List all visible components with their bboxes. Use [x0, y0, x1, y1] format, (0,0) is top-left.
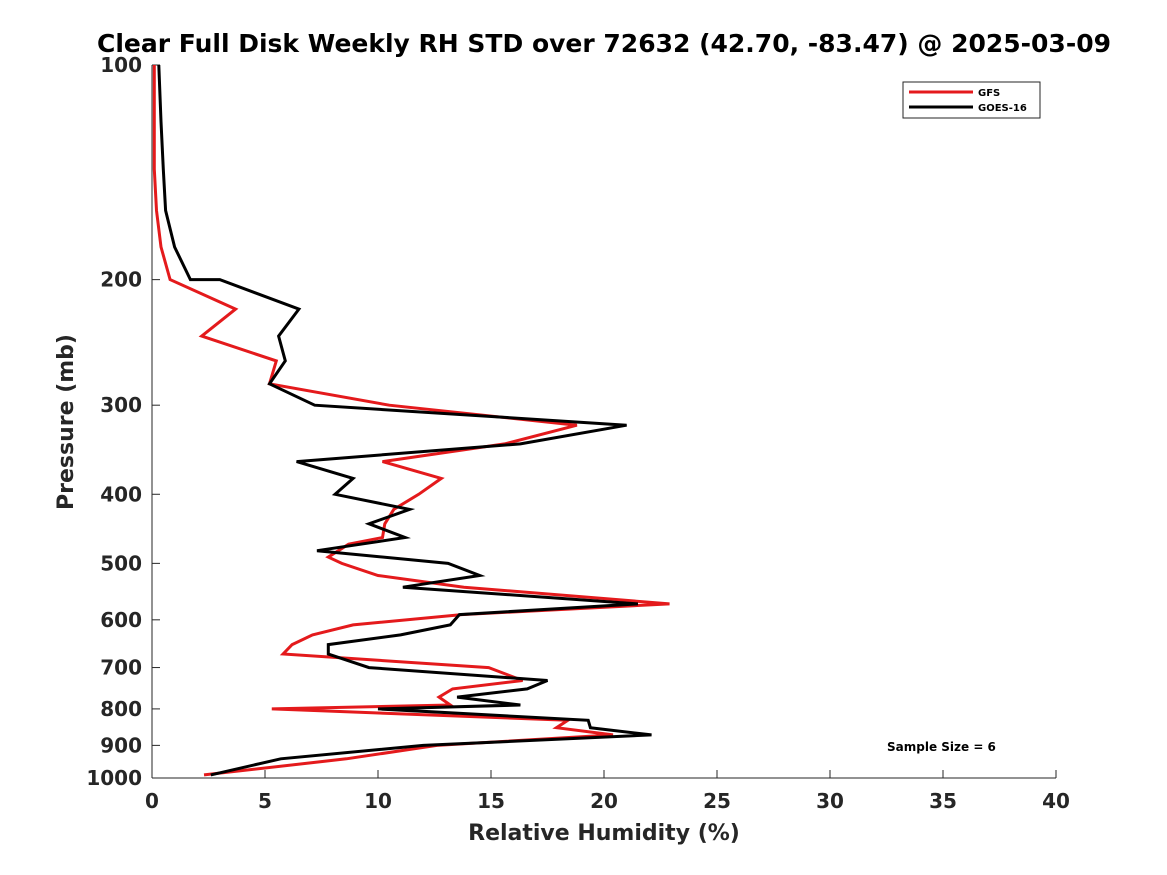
- legend-label-goes16: GOES-16: [978, 103, 1027, 114]
- legend-label-gfs: GFS: [978, 88, 1000, 99]
- y-axis-ticks: 100 200 300 400 500 600 700 800 900 1000: [86, 53, 160, 790]
- x-tick-label: 5: [258, 789, 272, 813]
- y-tick-label: 500: [100, 551, 142, 575]
- x-tick-label: 0: [145, 789, 159, 813]
- x-tick-label: 35: [929, 789, 957, 813]
- x-tick-label: 20: [590, 789, 618, 813]
- x-axis-ticks: 0 5 10 15 20 25 30 35 40: [145, 770, 1070, 813]
- x-tick-label: 30: [816, 789, 844, 813]
- x-tick-label: 10: [364, 789, 392, 813]
- series-line-gfs: [152, 65, 670, 777]
- plot-area: 0 5 10 15 20 25 30 35 40 100 200 300 400 500 600 700 80…: [86, 53, 1070, 813]
- legend-box: [902, 81, 1041, 119]
- y-tick-label: 200: [100, 268, 142, 292]
- chart-title: Clear Full Disk Weekly RH STD over 72632…: [97, 29, 1111, 58]
- x-tick-label: 25: [703, 789, 731, 813]
- y-tick-label: 800: [100, 697, 142, 721]
- y-tick-label: 300: [100, 393, 142, 417]
- y-axis-title: Pressure (mb): [54, 334, 79, 510]
- series-group: [152, 64, 670, 777]
- y-tick-label: 400: [100, 482, 142, 506]
- y-tick-label: 100: [100, 53, 142, 77]
- y-tick-label: 900: [100, 733, 142, 757]
- y-tick-label: 1000: [86, 766, 142, 790]
- series-line-goes16: [157, 64, 652, 777]
- x-axis-title: Relative Humidity (%): [468, 821, 740, 846]
- y-tick-label: 700: [100, 656, 142, 680]
- y-tick-label: 600: [100, 608, 142, 632]
- sample-size-annotation: Sample Size = 6: [887, 740, 996, 754]
- x-tick-label: 40: [1042, 789, 1070, 813]
- x-tick-label: 15: [477, 789, 505, 813]
- legend: GFS GOES-16: [902, 81, 1041, 119]
